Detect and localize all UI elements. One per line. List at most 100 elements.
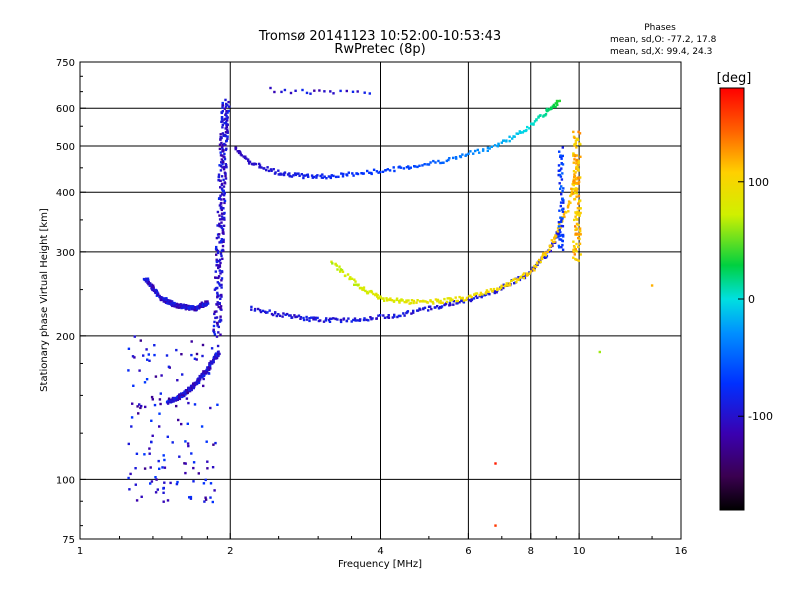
data-point [162,491,165,494]
data-point [218,222,221,226]
data-point [221,217,224,220]
data-point [550,239,553,242]
data-point [575,250,578,253]
data-point [212,328,215,331]
data-point [223,165,226,169]
data-point [517,276,520,279]
data-point [127,476,130,480]
data-point [218,269,221,272]
data-point [166,435,169,438]
data-point [220,286,223,289]
data-point [217,173,221,176]
data-point [216,293,219,296]
data-point [188,389,192,393]
data-point [284,313,287,316]
data-point [573,246,576,249]
data-point [339,270,342,273]
data-point [355,172,358,175]
data-point [572,192,575,195]
data-point [426,301,429,304]
data-point [445,300,449,304]
data-point [516,132,520,135]
data-point [521,273,525,276]
data-point [533,120,537,123]
data-point [219,151,222,154]
data-point [282,173,286,177]
data-point [150,480,154,483]
data-point [402,167,406,170]
data-point [455,299,458,303]
data-point [390,299,394,302]
data-point [158,425,161,428]
data-point [226,116,229,119]
data-point [557,169,560,172]
data-point [408,302,411,305]
data-point [462,301,466,304]
data-point [223,192,226,195]
data-point [538,258,541,262]
data-point [223,218,226,221]
data-point [575,154,579,157]
data-point [377,171,380,174]
data-point [429,161,432,164]
data-point [562,187,565,190]
y-tick-label: 100 [56,475,75,486]
data-point [347,317,350,320]
data-point [573,189,577,192]
data-point [163,481,166,484]
data-point [155,289,158,292]
data-point [189,384,193,388]
data-point [216,321,219,325]
data-point [190,307,194,310]
data-point [189,497,193,500]
data-point [395,298,398,302]
data-point [525,129,528,132]
data-point [292,174,295,177]
data-point [127,369,130,372]
data-point [250,308,253,311]
data-point [525,272,529,275]
data-point [182,303,185,306]
data-point [214,316,217,320]
data-point [522,129,526,133]
data-point [226,130,229,133]
data-point [219,315,222,318]
data-point [476,296,479,299]
data-point [218,284,222,287]
data-point [258,162,261,166]
data-point [556,230,560,233]
data-point [396,315,399,319]
data-point [175,306,178,309]
data-point [220,118,224,121]
data-point [556,103,559,107]
data-point [225,117,229,121]
data-point [299,317,302,320]
data-point [197,472,200,475]
data-point [579,143,582,146]
data-point [541,254,544,257]
data-point [544,113,548,116]
data-point [175,397,178,401]
data-point [262,167,265,170]
data-point [225,139,228,142]
data-point [316,316,319,320]
data-point [219,252,223,255]
data-point [167,299,170,302]
data-point [407,165,410,168]
data-point [558,222,561,225]
data-point [478,151,481,154]
data-point [247,159,250,162]
data-point [361,287,364,290]
data-point [555,99,559,103]
data-point [573,191,577,195]
data-point [375,317,378,320]
data-point [176,379,179,382]
data-point [200,302,203,306]
data-point [491,289,494,293]
data-point [557,244,561,248]
data-point [206,302,210,305]
data-point [215,335,219,338]
data-point [209,406,212,410]
data-point [346,174,349,177]
data-point [576,167,580,170]
